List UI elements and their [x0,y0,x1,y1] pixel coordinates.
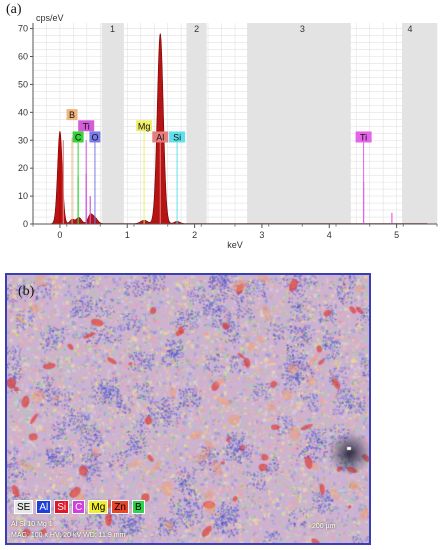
band-label-1: 1 [110,24,115,34]
element-tag-mg: Mg [138,121,151,131]
y-tick-label: 30 [18,135,28,145]
eds-map-canvas [7,275,369,543]
x-tick-label: 2 [192,230,197,240]
band-label-4: 4 [408,24,413,34]
y-tick-label: 40 [18,107,28,117]
y-axis-label: cps/eV [36,13,64,23]
y-tick-label: 50 [18,79,28,89]
legend-chip-se: SE [14,500,34,514]
element-tag-al: Al [156,132,164,142]
scale-bar-label: 200 µm [312,523,336,530]
element-tag-c: C [75,132,82,142]
x-tick-label: 3 [259,230,264,240]
x-tick-label: 0 [57,230,62,240]
element-tag-bg [136,120,153,132]
shaded-band-3 [247,23,351,224]
map-element-legend: SE Al Si C Mg Zn B [14,500,145,514]
shaded-band-4 [401,23,437,224]
elemental-mapping-image: SE Al Si C Mg Zn B Al Si 10 Mg 1 MAG: 100 x HV… [5,273,371,545]
legend-chip-zn: Zn [111,500,129,514]
element-tag-o: O [91,132,98,142]
y-tick-label: 60 [18,52,28,62]
y-tick-label: 20 [18,163,28,173]
shaded-band-2 [186,23,207,224]
element-tag-bg [169,131,186,143]
element-tag-bg [72,131,84,143]
element-tag-bg [152,131,169,143]
element-tag-bg [355,131,372,143]
legend-chip-c: C [72,500,86,514]
element-tag-bg [78,120,95,132]
band-label-3: 3 [300,24,305,34]
element-tag-bg [89,131,101,143]
band-label-2: 2 [194,24,199,34]
legend-chip-si: Si [54,500,70,514]
element-tag-b: B [69,110,75,120]
panel-b-label: (b) [18,284,35,299]
element-tag-ti: Ti [83,121,90,131]
panel-a-label: (a) [6,2,22,17]
y-tick-label: 10 [18,191,28,201]
y-tick-label: 70 [18,24,28,34]
sample-id-text: Al Si 10 Mg 1 [11,521,53,528]
shaded-band-1 [101,23,124,224]
x-tick-label: 5 [394,230,399,240]
element-tag-bg [66,109,78,121]
legend-chip-mg: Mg [88,500,109,514]
x-tick-label: 1 [125,230,130,240]
x-tick-label: 4 [327,230,332,240]
y-tick-label: 0 [23,219,28,229]
legend-chip-al: Al [36,500,52,514]
element-tag-ti: Ti [360,132,367,142]
legend-chip-b: B [131,500,145,514]
acquisition-info-text: MAG: 100 x HV: 20 kV WD: 11.9 mm [11,532,126,539]
x-axis-label: keV [227,240,243,250]
element-tag-si: Si [173,132,181,142]
